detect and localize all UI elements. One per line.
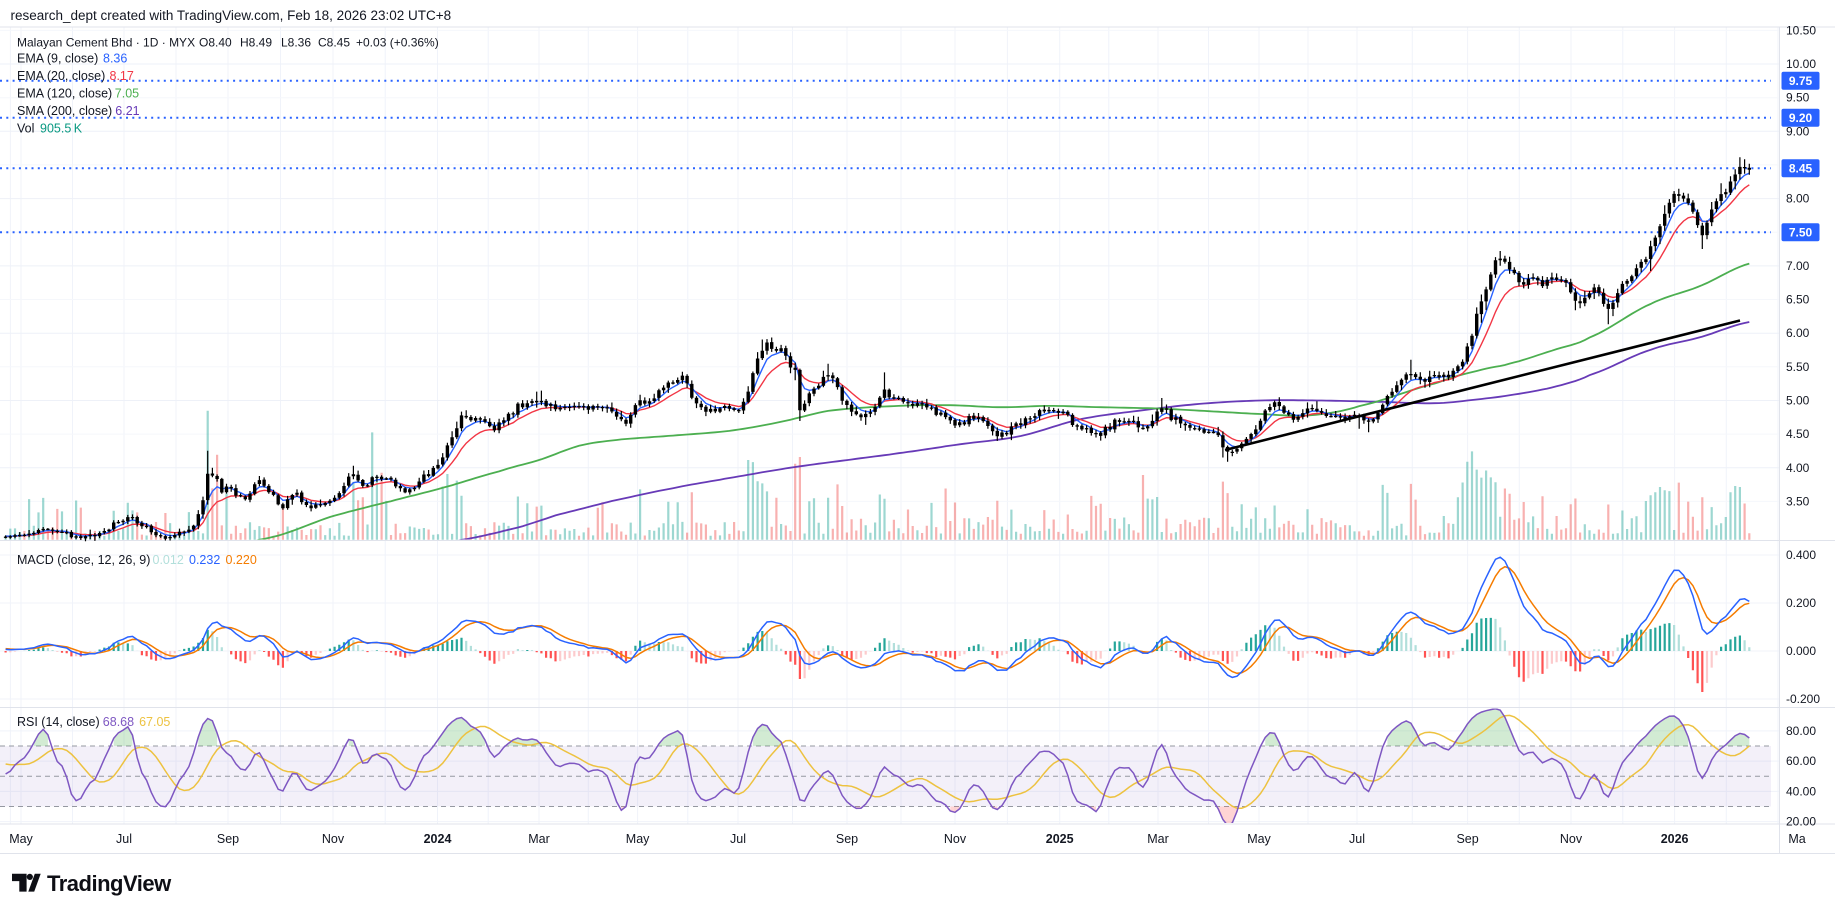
svg-text:RSI (14, close): RSI (14, close) [17,715,100,729]
svg-text:2026: 2026 [1661,832,1689,846]
svg-text:Vol: Vol [17,122,34,136]
svg-text:+0.03 (+0.36%): +0.03 (+0.36%) [356,36,439,50]
svg-text:EMA (20, close): EMA (20, close) [17,69,105,83]
svg-text:9.75: 9.75 [1789,74,1813,88]
svg-text:10.00: 10.00 [1786,57,1816,71]
svg-text:0.200: 0.200 [1786,596,1816,610]
svg-text:Sep: Sep [217,832,239,846]
svg-text:80.00: 80.00 [1786,724,1816,738]
svg-text:H8.49: H8.49 [240,36,272,50]
svg-text:research_dept created with Tra: research_dept created with TradingView.c… [11,8,452,23]
svg-text:9.00: 9.00 [1786,124,1810,138]
svg-text:5.50: 5.50 [1786,360,1810,374]
svg-text:Nov: Nov [1560,832,1583,846]
svg-text:8.45: 8.45 [1789,162,1813,176]
svg-text:Jul: Jul [730,832,746,846]
svg-text:3.50: 3.50 [1786,494,1810,508]
svg-text:10.50: 10.50 [1786,23,1816,37]
svg-text:8.17: 8.17 [110,69,134,83]
svg-text:Mar: Mar [528,832,550,846]
svg-text:C8.45: C8.45 [318,36,350,50]
svg-text:2024: 2024 [424,832,452,846]
svg-text:May: May [626,832,650,846]
svg-text:SMA (200, close): SMA (200, close) [17,104,112,118]
svg-text:EMA (9, close): EMA (9, close) [17,52,98,66]
svg-text:40.00: 40.00 [1786,784,1816,798]
svg-text:Sep: Sep [836,832,858,846]
svg-text:68.68: 68.68 [103,715,134,729]
svg-text:7.05: 7.05 [115,87,139,101]
svg-text:8.36: 8.36 [103,52,127,66]
svg-text:8.00: 8.00 [1786,192,1810,206]
svg-text:Nov: Nov [322,832,345,846]
svg-text:Malayan Cement Bhd · 1D · MYX: Malayan Cement Bhd · 1D · MYX [17,36,195,50]
svg-text:6.00: 6.00 [1786,326,1810,340]
svg-text:0.012: 0.012 [153,553,184,567]
svg-text:0.400: 0.400 [1786,548,1816,562]
svg-text:4.50: 4.50 [1786,427,1810,441]
svg-text:Jul: Jul [1349,832,1365,846]
svg-text:May: May [9,832,33,846]
svg-text:7.50: 7.50 [1789,225,1813,239]
svg-text:20.00: 20.00 [1786,815,1816,829]
svg-text:Mar: Mar [1147,832,1169,846]
svg-text:EMA (120, close): EMA (120, close) [17,87,112,101]
svg-text:60.00: 60.00 [1786,754,1816,768]
svg-text:TradingView: TradingView [47,871,172,896]
svg-text:Ma: Ma [1788,832,1805,846]
svg-text:0.000: 0.000 [1786,644,1816,658]
svg-text:7.00: 7.00 [1786,259,1810,273]
svg-text:-0.200: -0.200 [1786,692,1820,706]
svg-text:5.00: 5.00 [1786,394,1810,408]
svg-text:MACD (close, 12, 26, 9): MACD (close, 12, 26, 9) [17,553,150,567]
svg-text:67.05: 67.05 [139,715,170,729]
svg-text:0.232: 0.232 [189,553,220,567]
svg-text:L8.36: L8.36 [281,36,311,50]
svg-text:Jul: Jul [116,832,132,846]
svg-text:2025: 2025 [1046,832,1074,846]
svg-text:O8.40: O8.40 [199,36,232,50]
svg-text:9.20: 9.20 [1789,111,1813,125]
svg-text:4.00: 4.00 [1786,461,1810,475]
svg-text:May: May [1247,832,1271,846]
svg-text:905.5 K: 905.5 K [40,122,83,136]
svg-text:Sep: Sep [1456,832,1478,846]
svg-text:9.50: 9.50 [1786,91,1810,105]
svg-text:6.50: 6.50 [1786,293,1810,307]
svg-text:0.220: 0.220 [226,553,257,567]
svg-text:Nov: Nov [944,832,967,846]
svg-text:6.21: 6.21 [115,104,139,118]
